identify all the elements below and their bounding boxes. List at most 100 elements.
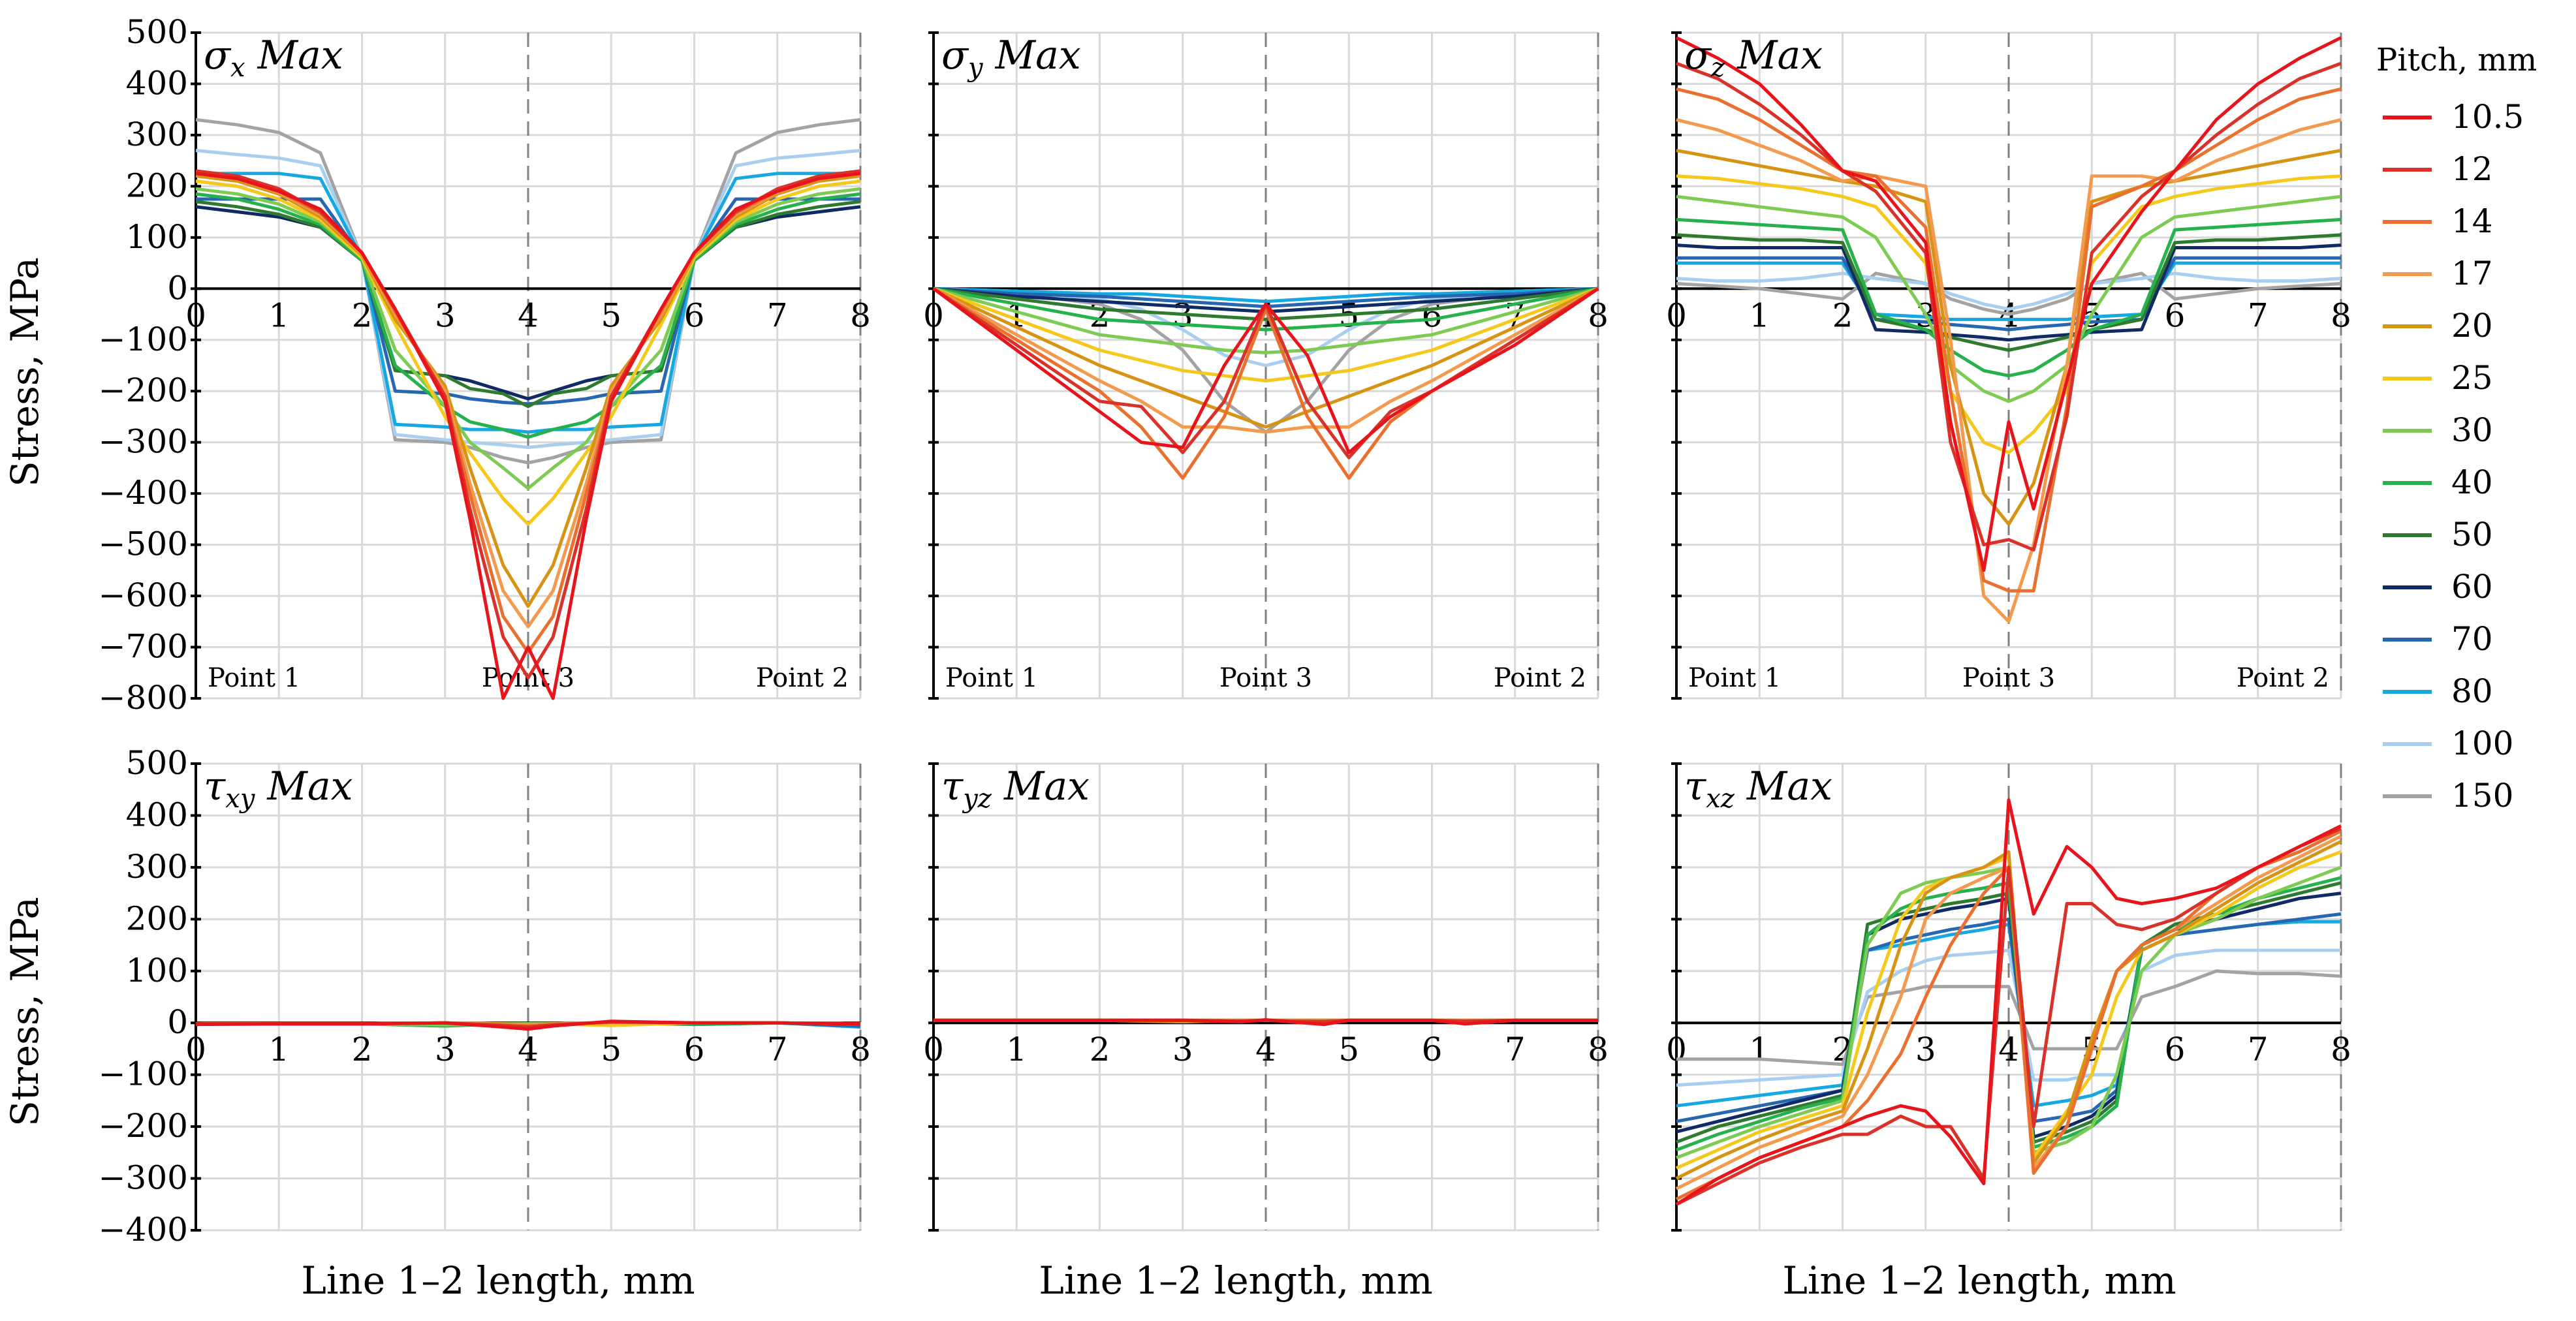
panel-title: τxz Max — [1684, 764, 1832, 814]
series-line-10.5 — [195, 172, 861, 700]
series-line-30 — [1676, 194, 2342, 403]
legend-title: Pitch, mm — [2376, 42, 2537, 78]
x-tick-label: 7 — [767, 296, 788, 334]
x-tick-label: 7 — [2248, 296, 2269, 334]
series-line-14 — [1676, 87, 2342, 593]
panel-title: σz Max — [1684, 33, 1823, 83]
legend-label-25: 25 — [2451, 359, 2493, 397]
x-tick-label: 1 — [268, 296, 289, 334]
series-line-150 — [1676, 272, 2342, 316]
y-tick-label: 400 — [126, 64, 188, 102]
series-line-40 — [1676, 217, 2342, 378]
y-tick-label: 300 — [126, 116, 188, 153]
series-line-17 — [932, 287, 1599, 434]
x-tick-label: 6 — [684, 1031, 705, 1068]
y-tick-label: 500 — [126, 13, 188, 51]
point-label: Point 3 — [1219, 663, 1312, 693]
series-line-100 — [1676, 948, 2341, 1087]
xlabel-right: Line 1–2 length, mm — [1782, 1258, 2176, 1303]
xlabel-left: Line 1–2 length, mm — [301, 1258, 695, 1303]
x-tick-label: 8 — [850, 296, 871, 334]
y-tick-label: 300 — [126, 848, 188, 886]
legend-label-50: 50 — [2451, 516, 2493, 553]
x-tick-label: 6 — [2165, 296, 2186, 334]
series-line-20 — [1675, 839, 2342, 1180]
series-line-100 — [195, 149, 861, 449]
x-tick-label: 8 — [1588, 296, 1609, 334]
x-tick-label: 0 — [923, 296, 944, 334]
panel-title: σy Max — [941, 33, 1081, 83]
series-line-80 — [1676, 261, 2341, 321]
x-tick-label: 5 — [1338, 1031, 1359, 1068]
ylabel-top: Stress, MPa — [3, 257, 47, 487]
point-label: Point 3 — [1962, 663, 2055, 693]
point-label: Point 1 — [208, 663, 300, 693]
series-line-10.5 — [1675, 36, 2342, 572]
legend-label-60: 60 — [2451, 568, 2493, 606]
series-line-150 — [1676, 969, 2342, 1066]
y-tick-label: −400 — [99, 1211, 188, 1249]
x-tick-label: 4 — [1998, 1031, 2019, 1068]
point-label: Point 1 — [1688, 663, 1781, 693]
x-tick-label: 4 — [518, 296, 539, 334]
x-tick-label: 0 — [923, 1031, 944, 1068]
panel-title: τxy Max — [204, 764, 353, 814]
x-tick-label: 6 — [2165, 1031, 2186, 1068]
xlabel-center: Line 1–2 length, mm — [1039, 1258, 1432, 1303]
y-tick-label: 0 — [167, 1003, 188, 1041]
y-tick-label: −400 — [99, 474, 188, 512]
x-tick-label: 1 — [1749, 296, 1770, 334]
legend-label-30: 30 — [2451, 411, 2493, 449]
series-line-10.5 — [932, 287, 1599, 454]
series-line-25 — [1676, 174, 2342, 454]
series-line-30 — [195, 187, 861, 490]
legend-label-80: 80 — [2451, 672, 2493, 710]
series-line-12 — [1676, 61, 2342, 552]
series-line-25 — [195, 179, 861, 526]
y-tick-label: −700 — [99, 628, 188, 666]
series-line-150 — [195, 117, 861, 465]
y-tick-label: −500 — [99, 525, 188, 563]
x-tick-label: 0 — [185, 1031, 206, 1068]
series-line-70 — [196, 197, 860, 406]
x-tick-label: 5 — [601, 296, 621, 334]
point-label: Point 2 — [2237, 663, 2329, 693]
legend: Pitch, mm 10.5 12 14 17 20 25 30 40 50 60 70 80 100 1… — [2376, 42, 2537, 815]
chart-panel-5: 0 1 2 3 4 5 6 7 8 τyz Max — [923, 762, 1609, 1232]
x-tick-label: 7 — [1505, 1031, 1526, 1068]
legend-label-10.5: 10.5 — [2451, 98, 2524, 136]
x-tick-label: 3 — [435, 296, 456, 334]
y-tick-label: 400 — [126, 796, 188, 833]
x-tick-label: 3 — [1915, 1031, 1936, 1068]
series-line-50 — [1676, 233, 2342, 352]
series-line-20 — [195, 174, 861, 608]
x-tick-label: 8 — [850, 1031, 871, 1068]
legend-label-70: 70 — [2451, 620, 2493, 658]
x-tick-label: 0 — [1666, 296, 1687, 334]
chart-panel-1: 5004003002001000−100−200−300−400−500−600… — [99, 13, 871, 717]
chart-panels: 5004003002001000−100−200−300−400−500−600… — [99, 13, 2351, 1249]
y-tick-label: 0 — [167, 269, 188, 307]
x-tick-label: 8 — [2331, 1031, 2351, 1068]
x-tick-label: 1 — [1749, 1031, 1770, 1068]
series-line-10.5 — [1675, 798, 2342, 1206]
x-tick-label: 3 — [435, 1031, 456, 1068]
series-line-17 — [1676, 117, 2342, 623]
legend-label-12: 12 — [2451, 150, 2493, 188]
series-line-70 — [1676, 912, 2342, 1123]
y-tick-label: 100 — [126, 952, 188, 989]
legend-label-100: 100 — [2451, 724, 2513, 762]
x-tick-label: 8 — [1588, 1031, 1609, 1068]
legend-label-40: 40 — [2451, 463, 2493, 501]
x-tick-label: 5 — [601, 1031, 621, 1068]
x-tick-label: 0 — [185, 296, 206, 334]
series-line-12 — [195, 169, 861, 680]
series-line-70 — [1676, 256, 2341, 332]
point-label: Point 2 — [1494, 663, 1586, 693]
series-line-50 — [933, 287, 1599, 321]
